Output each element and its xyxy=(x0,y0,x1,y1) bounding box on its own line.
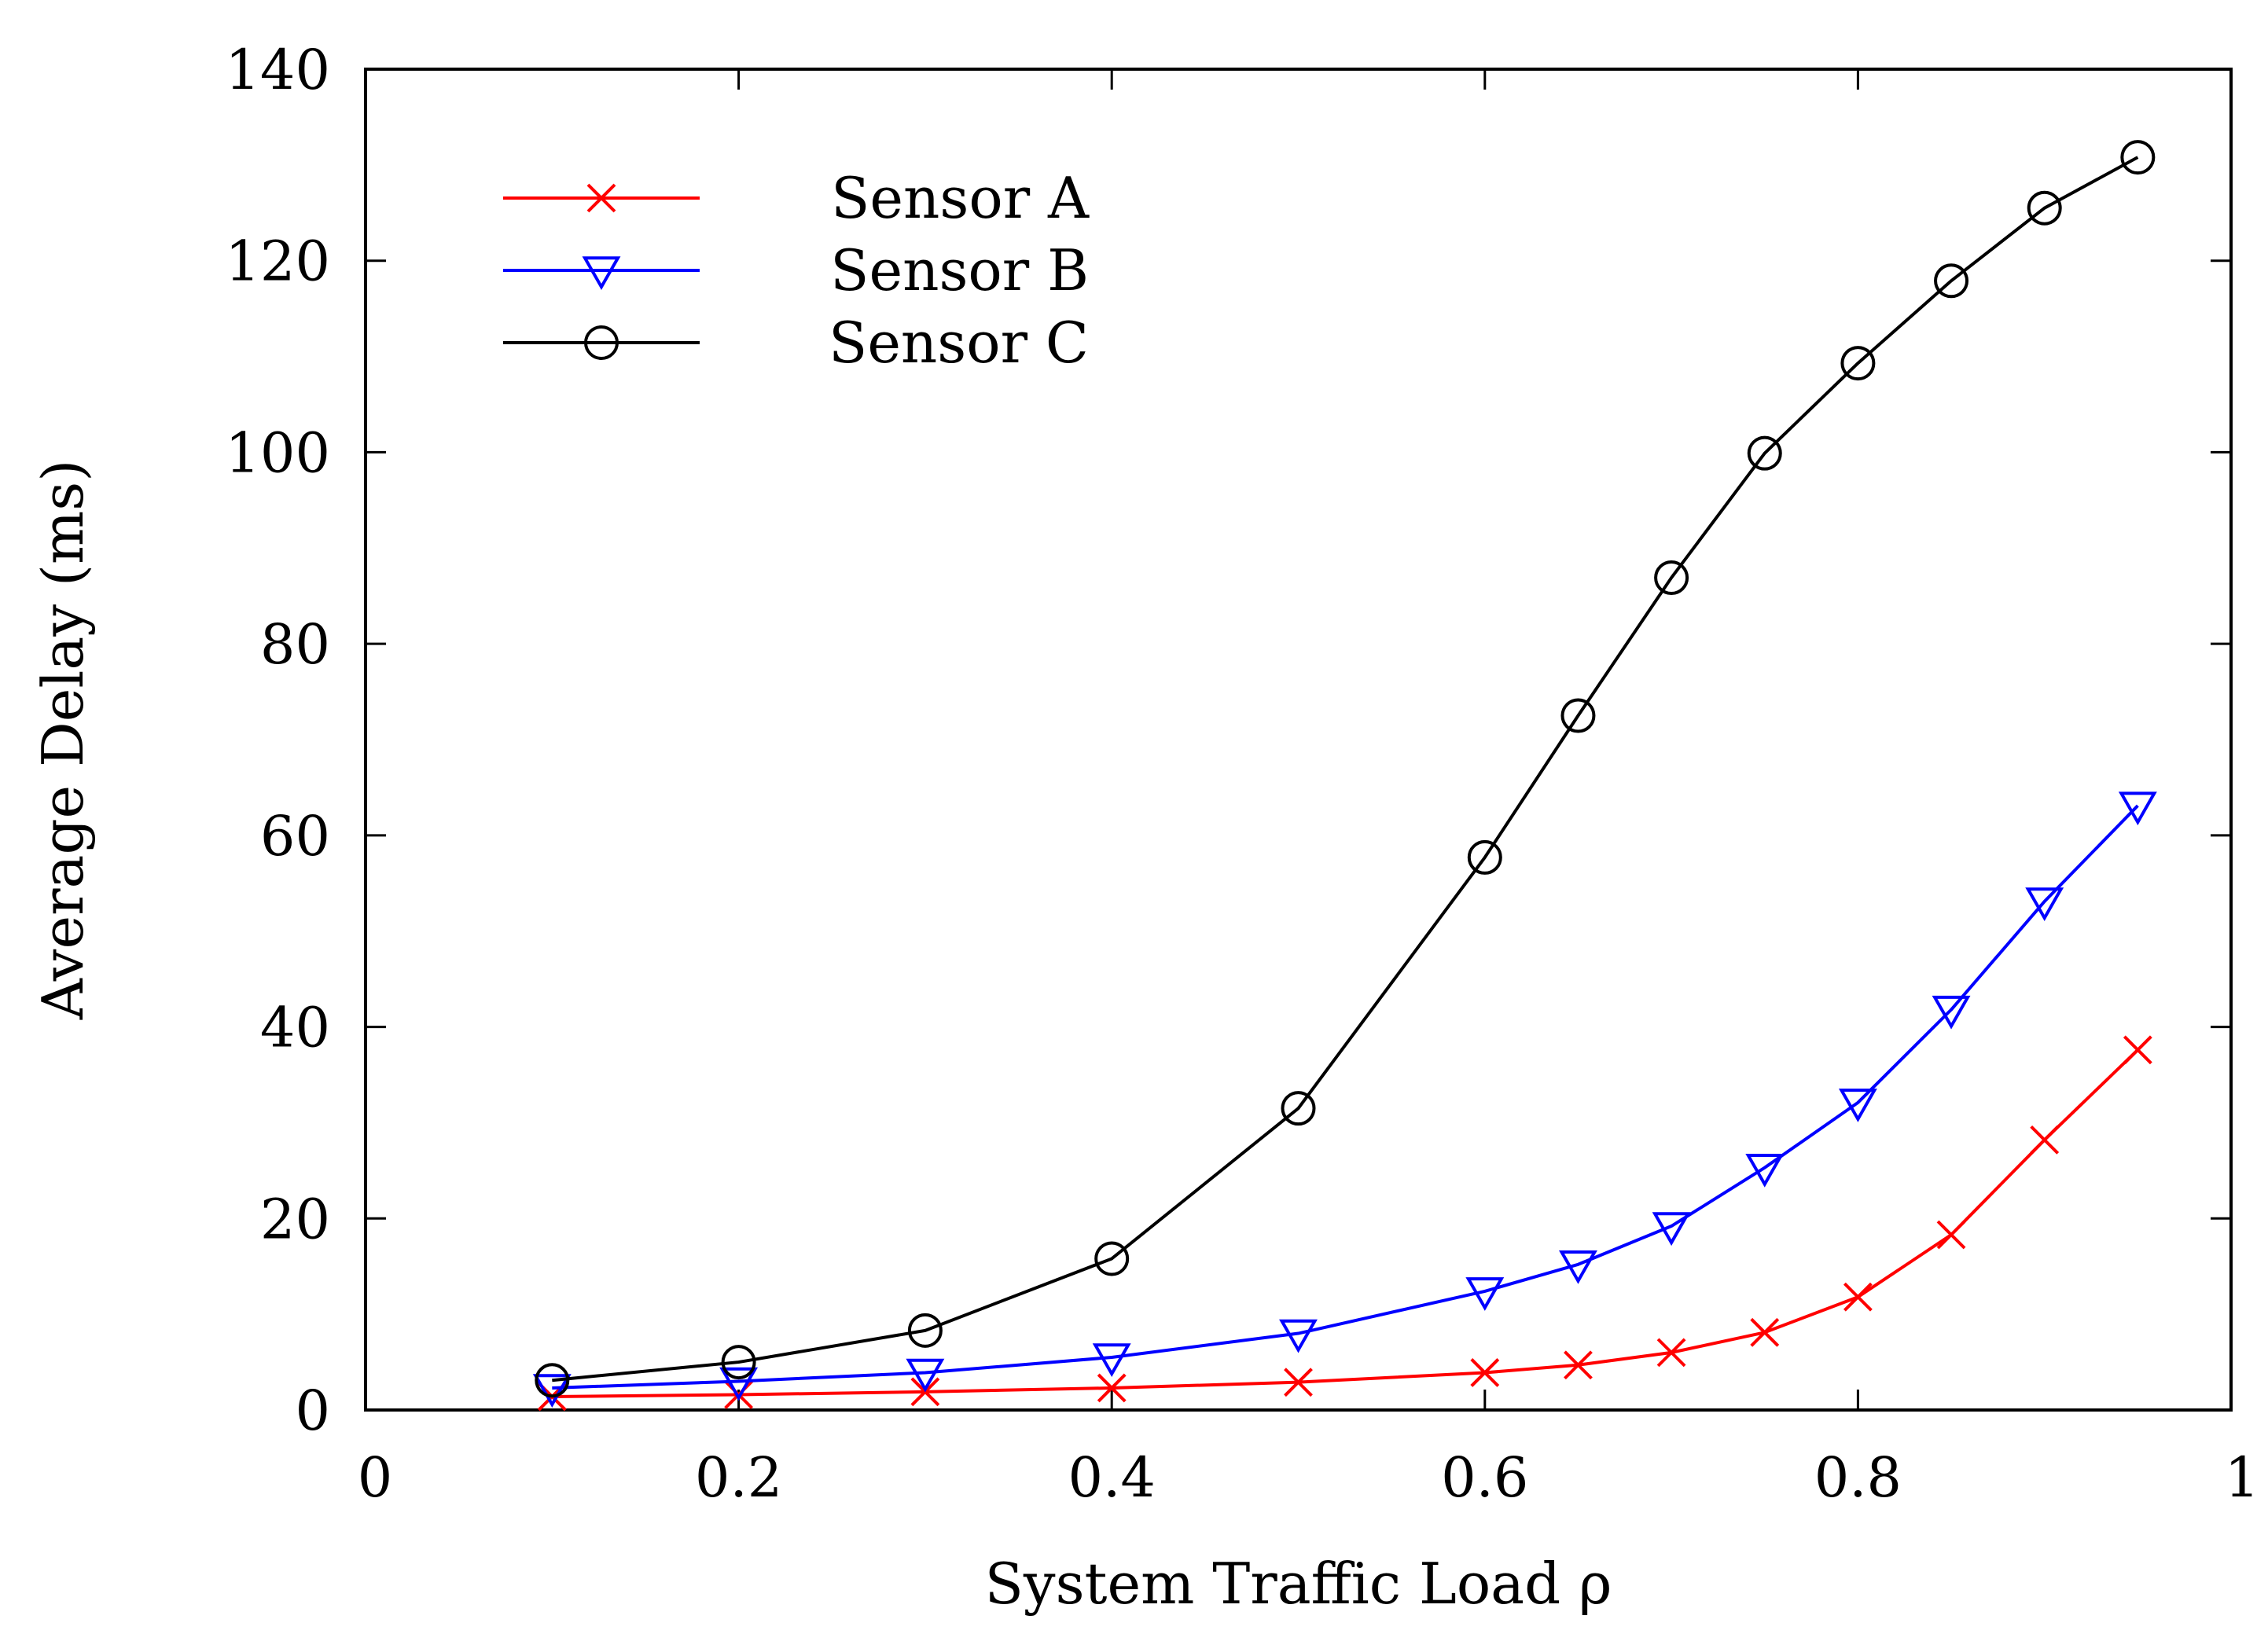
data-point xyxy=(532,1374,572,1408)
marker-stroke xyxy=(2030,1125,2060,1155)
data-point xyxy=(1094,1241,1130,1276)
plot-frame xyxy=(364,68,2233,1412)
data-point xyxy=(1281,1091,1316,1126)
series-layer xyxy=(532,140,2157,1412)
data-point xyxy=(1656,1338,1686,1368)
legend-item: Sensor A xyxy=(503,165,1090,231)
data-point xyxy=(1559,1250,1597,1284)
x-tick-label: 0.2 xyxy=(695,1445,782,1510)
marker-stroke xyxy=(1750,1317,1780,1347)
x-tick-label: 0 xyxy=(358,1445,393,1510)
data-point xyxy=(1747,435,1782,471)
data-point xyxy=(2118,791,2157,826)
data-point xyxy=(535,1363,570,1398)
data-point xyxy=(1092,1343,1131,1378)
legend-marker xyxy=(584,325,619,360)
legend-item: Sensor C xyxy=(503,310,1089,376)
x-tick-label: 0.6 xyxy=(1441,1445,1528,1510)
y-axis-label: Average Delay (ms) xyxy=(30,460,96,1021)
data-point xyxy=(719,1367,759,1401)
x-tick-label: 0.8 xyxy=(1814,1445,1902,1510)
y-tick-label: 80 xyxy=(260,612,330,677)
y-tick-label: 100 xyxy=(225,420,330,485)
data-point xyxy=(2027,190,2062,226)
marker-stroke xyxy=(1656,1338,1686,1368)
plot-area xyxy=(364,68,2233,1412)
axis-ticks: 0 0.2 0.4 0.6 0.8 1 0 20 40 60 80 100 120 140 xyxy=(225,38,2259,1510)
data-point xyxy=(2030,1125,2060,1155)
series-line xyxy=(552,156,2139,1382)
data-point xyxy=(1652,1212,1691,1247)
data-point xyxy=(1467,839,1502,875)
data-point xyxy=(721,1345,756,1380)
x-tick-label: 1 xyxy=(2225,1445,2260,1510)
x-axis-label: System Traffic Load ρ xyxy=(985,1551,1612,1617)
data-point xyxy=(1934,263,1969,299)
legend-marker xyxy=(586,183,616,213)
data-point xyxy=(1745,1153,1785,1188)
data-point xyxy=(1564,1350,1593,1380)
data-point xyxy=(1284,1368,1313,1397)
y-tick-label: 120 xyxy=(225,229,330,294)
marker-stroke xyxy=(1470,1358,1500,1387)
data-point xyxy=(2025,887,2064,921)
legend-label: Sensor B xyxy=(830,237,1089,303)
y-tick-label: 140 xyxy=(225,38,330,102)
y-tick-label: 0 xyxy=(295,1379,330,1443)
marker-stroke xyxy=(1097,1373,1127,1403)
x-tick-label: 0.4 xyxy=(1068,1445,1156,1510)
legend-label: Sensor A xyxy=(831,165,1090,231)
data-point xyxy=(1654,560,1689,596)
data-point xyxy=(2120,140,2156,175)
data-point xyxy=(906,1358,945,1393)
marker-stroke xyxy=(1564,1350,1593,1380)
data-point xyxy=(1097,1373,1127,1403)
data-point xyxy=(1838,1089,1877,1122)
data-point xyxy=(1932,995,1971,1030)
data-point xyxy=(1470,1358,1500,1387)
data-point xyxy=(1279,1319,1318,1353)
marker-stroke xyxy=(1936,1220,1966,1250)
data-point xyxy=(1465,1277,1505,1311)
marker-stroke xyxy=(1843,1282,1873,1312)
marker-stroke xyxy=(1284,1368,1313,1397)
data-point xyxy=(1560,698,1596,733)
series-sensor-c xyxy=(535,140,2156,1398)
series-line xyxy=(552,1048,2139,1398)
legend-label: Sensor C xyxy=(829,310,1089,376)
y-tick-label: 40 xyxy=(260,996,330,1060)
data-point xyxy=(2123,1035,2152,1065)
legend-marker xyxy=(582,256,621,291)
data-point xyxy=(1843,1282,1873,1312)
series-sensor-b xyxy=(532,791,2157,1408)
legend-item: Sensor B xyxy=(503,237,1089,303)
data-point xyxy=(907,1313,943,1348)
y-tick-label: 60 xyxy=(260,804,330,868)
y-tick-label: 20 xyxy=(260,1187,330,1251)
marker-stroke xyxy=(586,183,616,213)
series-line xyxy=(552,804,2139,1390)
data-point xyxy=(1750,1317,1780,1347)
data-point xyxy=(1936,1220,1966,1250)
data-point xyxy=(1840,346,1876,381)
marker-stroke xyxy=(2123,1035,2152,1065)
